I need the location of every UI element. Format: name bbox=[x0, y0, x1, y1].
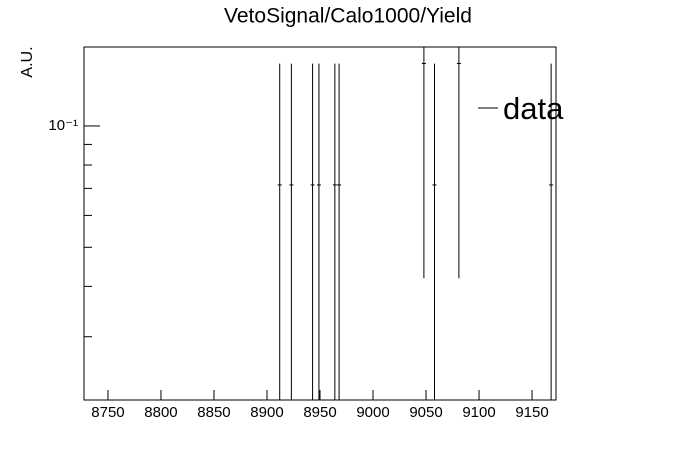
x-tick-label: 9050 bbox=[409, 404, 442, 421]
x-tick-label: 9150 bbox=[515, 404, 548, 421]
chart-title: VetoSignal/Calo1000/Yield bbox=[224, 5, 472, 28]
y-tick-label: 10⁻¹ bbox=[48, 117, 78, 134]
x-tick-label: 8750 bbox=[91, 404, 124, 421]
x-tick-label: 8800 bbox=[144, 404, 177, 421]
x-tick-label: 8900 bbox=[250, 404, 283, 421]
x-tick-label: 8950 bbox=[303, 404, 336, 421]
x-tick-label: 9000 bbox=[356, 404, 389, 421]
legend-label: data bbox=[503, 91, 564, 126]
x-tick-label: 8850 bbox=[197, 404, 230, 421]
x-tick-label: 9100 bbox=[462, 404, 495, 421]
y-axis-label: A.U. bbox=[19, 46, 36, 77]
